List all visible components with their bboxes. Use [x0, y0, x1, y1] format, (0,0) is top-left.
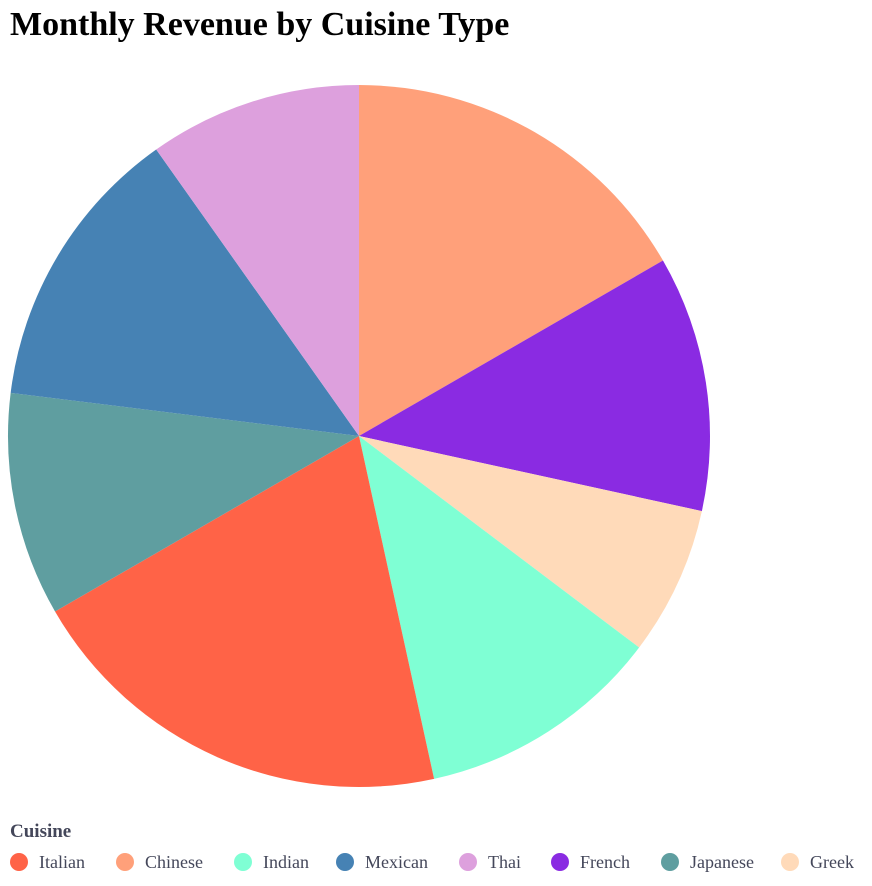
legend-swatch	[459, 853, 477, 871]
chart-title: Monthly Revenue by Cuisine Type	[10, 6, 510, 43]
legend-item-japanese[interactable]: Japanese	[661, 846, 754, 878]
legend-swatch	[551, 853, 569, 871]
legend-title: Cuisine	[10, 821, 72, 842]
pie-slice-thai[interactable]	[156, 85, 359, 436]
legend-label: Japanese	[690, 851, 754, 872]
pie-slices	[8, 85, 710, 787]
legend-swatch	[234, 853, 252, 871]
pie-slice-greek[interactable]	[359, 436, 702, 648]
legend-swatch	[116, 853, 134, 871]
pie-slice-japanese[interactable]	[8, 392, 360, 612]
pie-slice-french[interactable]	[359, 260, 710, 512]
legend-label: Mexican	[365, 851, 428, 872]
pie-slice-italian[interactable]	[55, 436, 435, 787]
pie-slice-mexican[interactable]	[10, 149, 359, 436]
legend-item-italian[interactable]: Italian	[10, 846, 85, 878]
pie-slice-indian[interactable]	[359, 436, 640, 779]
legend-swatch	[661, 853, 679, 871]
legend-swatch	[336, 853, 354, 871]
legend-label: Thai	[488, 851, 521, 872]
legend-label: Italian	[39, 851, 85, 872]
legend-items: Italian Chinese Indian Mexican Thai French Jap…	[10, 846, 872, 880]
pie-chart	[8, 85, 710, 787]
legend-label: Chinese	[145, 851, 203, 872]
legend: Cuisine Italian Chinese Indian Mexican Thai F…	[10, 820, 872, 880]
legend-item-indian[interactable]: Indian	[234, 846, 309, 878]
legend-item-thai[interactable]: Thai	[459, 846, 521, 878]
legend-label: Greek	[810, 851, 854, 872]
legend-label: French	[580, 851, 630, 872]
legend-label: Indian	[263, 851, 309, 872]
legend-item-greek[interactable]: Greek	[781, 846, 854, 878]
legend-swatch	[10, 853, 28, 871]
legend-item-french[interactable]: French	[551, 846, 630, 878]
legend-item-mexican[interactable]: Mexican	[336, 846, 428, 878]
legend-item-chinese[interactable]: Chinese	[116, 846, 203, 878]
legend-swatch	[781, 853, 799, 871]
pie-slice-chinese[interactable]	[359, 85, 663, 436]
